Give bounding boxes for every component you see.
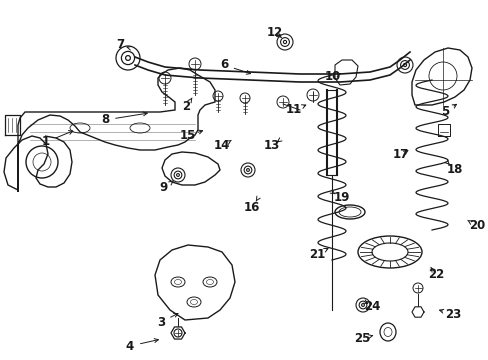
Text: 7: 7 <box>116 39 124 51</box>
Text: 17: 17 <box>392 148 408 162</box>
Text: 13: 13 <box>264 139 280 153</box>
Text: 23: 23 <box>444 307 460 320</box>
Text: 4: 4 <box>125 339 134 352</box>
Text: 14: 14 <box>213 139 230 153</box>
Text: 11: 11 <box>285 104 302 117</box>
Text: 5: 5 <box>440 105 448 118</box>
Text: 9: 9 <box>160 181 168 194</box>
Text: 8: 8 <box>101 113 109 126</box>
Text: 18: 18 <box>446 163 462 176</box>
Text: 19: 19 <box>333 192 349 204</box>
Text: 24: 24 <box>363 300 379 312</box>
Text: 3: 3 <box>157 315 165 328</box>
Text: 16: 16 <box>244 202 260 215</box>
Text: 12: 12 <box>266 27 283 40</box>
Text: 10: 10 <box>324 69 341 82</box>
Text: 22: 22 <box>427 267 443 280</box>
Text: 1: 1 <box>42 135 50 148</box>
Text: 20: 20 <box>468 220 484 233</box>
Text: 21: 21 <box>308 248 325 261</box>
Text: 2: 2 <box>182 100 190 113</box>
Text: 25: 25 <box>353 332 369 345</box>
Text: 15: 15 <box>180 130 196 143</box>
Text: 6: 6 <box>220 58 228 72</box>
